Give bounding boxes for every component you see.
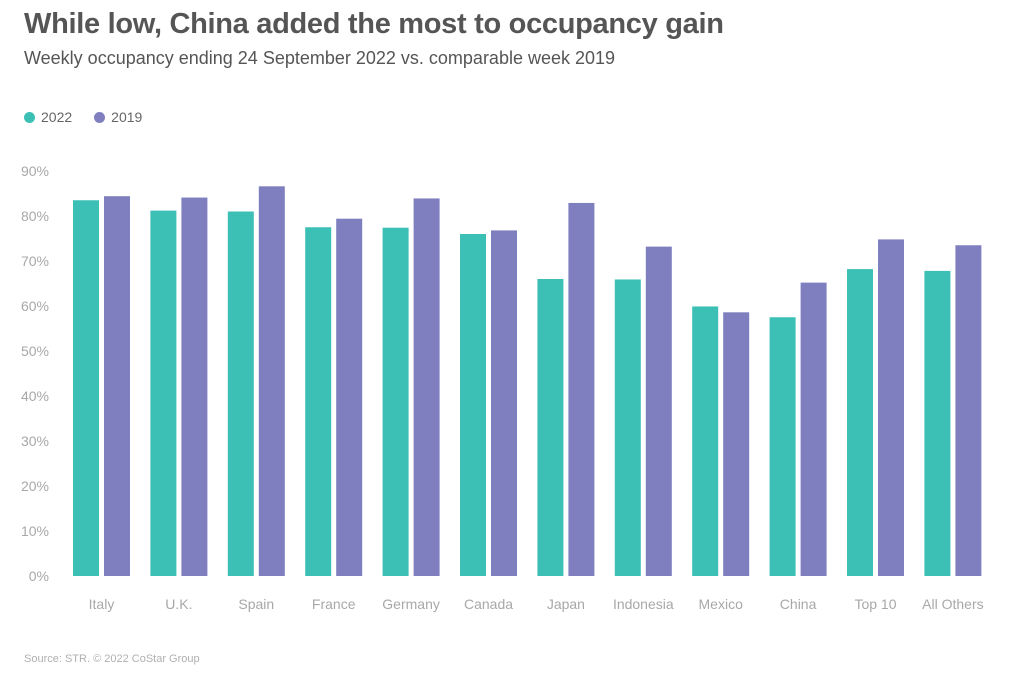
y-tick-label: 90% xyxy=(21,163,49,179)
bar-2022-china xyxy=(769,317,796,576)
y-tick-label: 80% xyxy=(21,208,49,224)
y-tick-label: 30% xyxy=(21,433,49,449)
chart-subtitle: Weekly occupancy ending 24 September 202… xyxy=(24,48,616,68)
x-tick-label: All Others xyxy=(922,596,983,612)
bar-2022-spain xyxy=(227,211,254,576)
bar-2019-france xyxy=(336,218,363,576)
y-tick-label: 40% xyxy=(21,388,49,404)
y-tick-label: 70% xyxy=(21,253,49,269)
bar-2022-top-10 xyxy=(847,269,873,576)
bar-2019-japan xyxy=(568,202,595,576)
bar-2022-indonesia xyxy=(614,279,641,576)
bar-2022-canada xyxy=(460,234,486,576)
chart-title: While low, China added the most to occup… xyxy=(24,8,724,40)
bar-2022-italy xyxy=(73,200,99,576)
bar-2019-mexico xyxy=(723,312,750,576)
bar-2019-indonesia xyxy=(645,246,672,576)
legend-swatch-2022 xyxy=(24,111,35,123)
bar-2022-france xyxy=(305,227,332,576)
bar-2019-germany xyxy=(413,198,440,576)
x-tick-label: Canada xyxy=(464,596,513,612)
bar-2022-japan xyxy=(537,279,564,576)
bar-2019-top-10 xyxy=(878,239,904,576)
legend: 2022 2019 xyxy=(24,109,142,125)
x-tick-label: Spain xyxy=(238,596,274,612)
x-tick-label: Japan xyxy=(547,596,585,612)
x-tick-label: U.K. xyxy=(165,596,192,612)
bar-chart: 0% 10% 20% 30% 40% 50% 60% 70% 80% 90% Italy U.K. Sp… xyxy=(21,163,984,612)
bar-2022-mexico xyxy=(692,306,719,576)
bar-2019-spain xyxy=(258,186,285,577)
x-tick-label: Italy xyxy=(89,596,115,612)
legend-label-2022: 2022 xyxy=(41,109,73,125)
y-tick-label: 10% xyxy=(21,523,49,539)
x-tick-label: Mexico xyxy=(699,596,744,612)
x-tick-label: Indonesia xyxy=(613,596,674,612)
bar-2022-germany xyxy=(382,227,409,576)
x-tick-label: Top 10 xyxy=(854,596,896,612)
y-tick-label: 60% xyxy=(21,298,49,314)
x-tick-label: Germany xyxy=(382,596,440,612)
bar-2019-china xyxy=(800,282,827,576)
bar-2019-italy xyxy=(104,196,130,576)
source-note: Source: STR. © 2022 CoStar Group xyxy=(24,653,200,665)
y-tick-label: 20% xyxy=(21,478,49,494)
x-tick-label: France xyxy=(312,596,356,612)
y-tick-label: 50% xyxy=(21,343,49,359)
bar-2022-all-others xyxy=(924,270,951,576)
y-tick-label: 0% xyxy=(29,568,49,584)
x-tick-label: China xyxy=(780,596,817,612)
legend-item-2022: 2022 xyxy=(24,109,72,125)
bar-2022-u-k- xyxy=(150,210,177,576)
legend-item-2019: 2019 xyxy=(94,109,142,125)
bar-2019-u-k- xyxy=(181,197,208,577)
bar-2019-canada xyxy=(491,230,517,576)
bar-2019-all-others xyxy=(955,245,982,576)
legend-swatch-2019 xyxy=(94,111,106,123)
legend-label-2019: 2019 xyxy=(111,109,143,125)
